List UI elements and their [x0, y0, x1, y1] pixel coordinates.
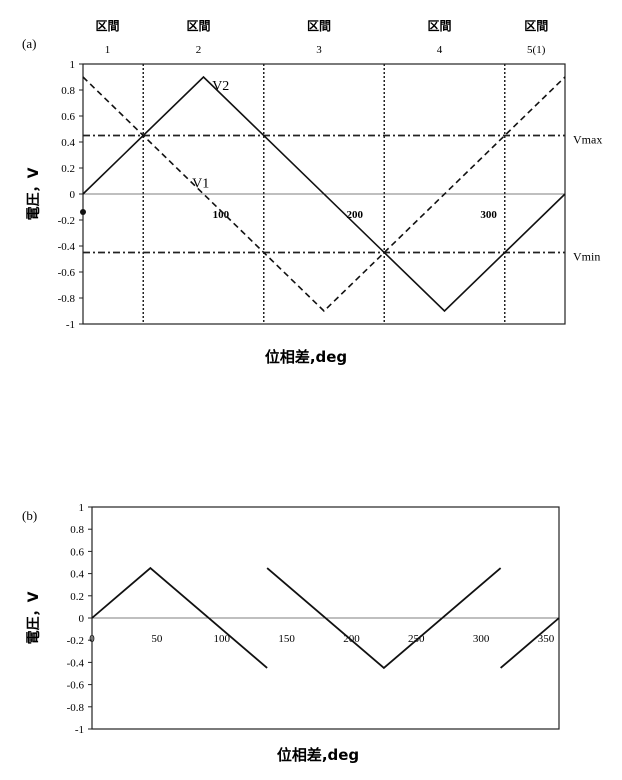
panel-a-y-tick-label: -0.2	[58, 215, 75, 227]
panel-b-x-tick-label: 350	[538, 633, 555, 645]
panel-b-series	[91, 566, 560, 670]
panel-b-x-tick-label: 150	[278, 633, 295, 645]
panel-b-y-tick-label: -0.8	[67, 702, 85, 714]
panel-a-y-tick-label: 0.4	[61, 137, 75, 149]
panel-a-x-ticks: 100 200 300	[213, 209, 498, 221]
panel-b-ylabel: 電圧，V	[25, 591, 42, 644]
panel-a-section-label: 区間	[524, 19, 548, 33]
panel-a-section-number: 1	[105, 44, 111, 56]
panel-a-y-tick-label: 0	[70, 189, 76, 201]
panel-a-ylabel: 電圧，V	[25, 167, 42, 220]
panel-b-x-tick-label: 300	[473, 633, 490, 645]
panel-b-x-ticks: 0 50 100 150 200 250 300 350	[89, 633, 555, 645]
panel-b-x-tick-label: 0	[89, 633, 95, 645]
panel-b-y-tick-label: -1	[75, 724, 84, 736]
panel-a-x-tick-label: 300	[480, 209, 497, 221]
panel-b-y-ticks: 1 0.8 0.6 0.4 0.2 0 -0.2 -0.4 -0.6 -0.8 -1	[67, 502, 92, 736]
panel-b-y-tick-label: -0.4	[67, 657, 85, 669]
panel-b: (b) 電圧，V 位相差,deg 1 0.8 0.6 0.4 0.2 0 -0.2 -0.4 -…	[22, 502, 560, 764]
panel-a-section-label: 区間	[186, 19, 210, 33]
panel-a-y-tick-label: 0.6	[61, 111, 75, 123]
panel-a-y-tick-label: -1	[66, 319, 75, 331]
panel-a-y-tick-label: -0.8	[58, 293, 76, 305]
panel-a-threshold-label: Vmin	[573, 250, 600, 264]
panel-a-section-labels: 区間 1 区間 2 区間 3 区間 4 区間 5(1)	[95, 19, 548, 56]
panel-a-x-tick-label: 100	[213, 209, 230, 221]
panel-b-y-tick-label: 0.6	[70, 546, 84, 558]
panel-a-y-ticks: 1 0.8 0.6 0.4 0.2 0 -0.2 -0.4 -0.6 -0.8 -1	[58, 59, 83, 331]
panel-a-label: (a)	[22, 36, 36, 51]
panel-a-series-v1-label: V1	[192, 177, 209, 192]
panel-b-segment-2	[266, 567, 502, 670]
panel-a-section-number: 2	[196, 44, 202, 56]
panel-a-xlabel: 位相差,deg	[265, 348, 347, 366]
panel-a-series-v2-line	[82, 75, 566, 313]
panel-b-x-tick-label: 100	[213, 633, 230, 645]
panel-a-section-boundaries	[142, 64, 506, 324]
panel-a-y-tick-label: -0.6	[58, 267, 76, 279]
panel-a-series-v2-label: V2	[212, 79, 229, 94]
panel-a-section-label: 区間	[427, 19, 451, 33]
panel-a-thresholds: Vmax Vmin	[83, 133, 602, 264]
panel-a-y-tick-label: 1	[70, 59, 76, 71]
panel-a-section-number: 3	[316, 44, 322, 56]
panel-b-y-tick-label: 0.4	[70, 569, 84, 581]
panel-b-y-tick-label: 0.2	[70, 591, 84, 603]
panel-a-origin-marker	[80, 209, 86, 215]
panel-a-section-label: 区間	[307, 19, 331, 33]
panel-b-y-tick-label: -0.2	[67, 635, 84, 647]
panel-a-y-tick-label: -0.4	[58, 241, 76, 253]
panel-b-xlabel: 位相差,deg	[277, 746, 359, 764]
panel-b-segment-1	[91, 566, 268, 669]
panel-b-segment-3	[500, 617, 560, 669]
panel-b-y-tick-label: 0.8	[70, 524, 84, 536]
panel-a-threshold-label: Vmax	[573, 133, 602, 147]
panel-a-y-tick-label: 0.8	[61, 85, 75, 97]
panel-a-series-v1-line	[82, 76, 566, 313]
panel-b-x-tick-label: 50	[151, 633, 163, 645]
panel-a-y-tick-label: 0.2	[61, 163, 75, 175]
panel-a-x-tick-label: 200	[347, 209, 364, 221]
panel-b-y-tick-label: 1	[79, 502, 85, 514]
panel-b-label: (b)	[22, 508, 37, 523]
panel-a: (a) 電圧，V 位相差,deg 1 0.8 0.6 0.4 0.2 0 -0.2 -0.4 -…	[22, 19, 602, 366]
panel-a-section-label: 区間	[95, 19, 119, 33]
panel-b-y-tick-label: 0	[79, 613, 85, 625]
panel-a-section-number: 4	[437, 44, 443, 56]
panel-b-y-tick-label: -0.6	[67, 680, 85, 692]
panel-a-series: V1 V2	[82, 75, 566, 313]
panel-a-section-number: 5(1)	[527, 44, 546, 56]
